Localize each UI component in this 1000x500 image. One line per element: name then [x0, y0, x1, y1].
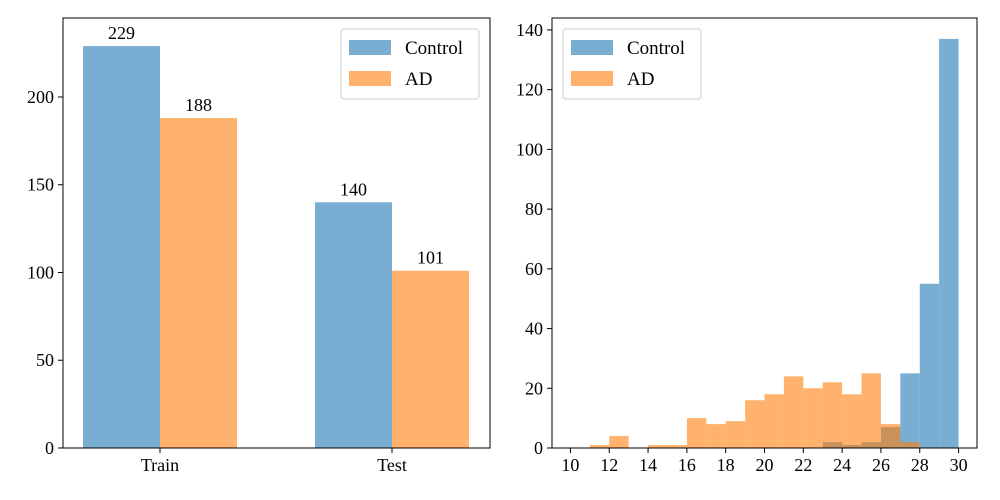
- hist-bar-ad: [764, 394, 784, 448]
- bar-chart-panel: 229 140 188 101 0 50 100 150 200 Train Test Control…: [27, 17, 491, 475]
- y-tick-label: 40: [525, 319, 543, 339]
- hist-bar-ad: [803, 388, 823, 448]
- y-tick-label: 0: [534, 438, 543, 458]
- legend-swatch-ad: [349, 71, 391, 86]
- y-tick-label: 200: [27, 87, 54, 107]
- hist-bar-ad: [880, 424, 901, 448]
- hist-bar-ad: [686, 418, 707, 448]
- x-tick-label: 12: [600, 455, 618, 475]
- y-tick-label: 150: [27, 175, 54, 195]
- hist-bar-ad: [745, 400, 765, 448]
- hist-bar-ad: [648, 445, 668, 448]
- legend-label-control: Control: [405, 38, 463, 59]
- x-tick-label: 28: [911, 455, 929, 475]
- legend-swatch-ad: [571, 71, 613, 86]
- x-tick-label: 20: [756, 455, 774, 475]
- x-tick-label: 16: [678, 455, 696, 475]
- hist-bar-control: [919, 283, 940, 448]
- x-tick-label-train: Train: [141, 455, 179, 475]
- data-label-ad-train: 188: [185, 95, 212, 115]
- legend: Control AD: [340, 28, 480, 100]
- hist-bar-ad: [861, 373, 881, 448]
- data-label-ad-test: 101: [417, 248, 444, 268]
- y-tick-label: 50: [36, 350, 54, 370]
- y-tick-label: 100: [27, 262, 54, 282]
- data-label-control-test: 140: [340, 179, 367, 199]
- hist-bar-ad: [725, 421, 746, 448]
- hist-bar-ad: [609, 436, 629, 448]
- hist-bar-ad: [783, 376, 804, 448]
- legend-label-control: Control: [627, 38, 685, 59]
- x-tick-label: 22: [794, 455, 812, 475]
- bar-control-test: [315, 202, 392, 448]
- y-tick-label: 80: [525, 199, 543, 219]
- y-tick-label: 60: [525, 259, 543, 279]
- x-tick-label: 26: [872, 455, 890, 475]
- x-tick-label: 30: [950, 455, 968, 475]
- x-tick-label-test: Test: [377, 455, 407, 475]
- y-tick-label: 120: [516, 80, 543, 100]
- hist-bar-control: [939, 38, 959, 449]
- hist-bar-ad: [589, 445, 610, 448]
- hist-bar-control: [900, 373, 920, 448]
- legend-label-ad: AD: [627, 69, 654, 90]
- data-label-control-train: 229: [108, 23, 135, 43]
- hist-bar-ad: [667, 445, 687, 448]
- bar-ad-test: [392, 270, 469, 448]
- hist-bar-ad: [706, 424, 726, 448]
- hist-bar-ad: [842, 394, 862, 448]
- y-tick-label: 100: [516, 139, 543, 159]
- x-tick-label: 10: [561, 455, 579, 475]
- hist-bar-ad: [822, 382, 843, 448]
- axes-frame: [62, 17, 491, 449]
- x-tick-label: 14: [639, 455, 657, 475]
- x-tick-label: 18: [717, 455, 735, 475]
- bar-control-train: [83, 46, 160, 448]
- y-tick-label: 0: [45, 438, 54, 458]
- legend-swatch-control: [349, 40, 391, 55]
- histogram-panel: 0 20 40 60 80 100 120 140 10 12 14 16 18 20 22 24 26 28 30…: [516, 17, 978, 475]
- legend: Control AD: [562, 28, 702, 100]
- hist-bar-ad: [900, 442, 920, 448]
- y-tick-label: 140: [516, 20, 543, 40]
- legend-label-ad: AD: [405, 69, 432, 90]
- x-tick-label: 24: [833, 455, 851, 475]
- bar-ad-train: [160, 118, 237, 448]
- y-tick-label: 20: [525, 378, 543, 398]
- legend-swatch-control: [571, 40, 613, 55]
